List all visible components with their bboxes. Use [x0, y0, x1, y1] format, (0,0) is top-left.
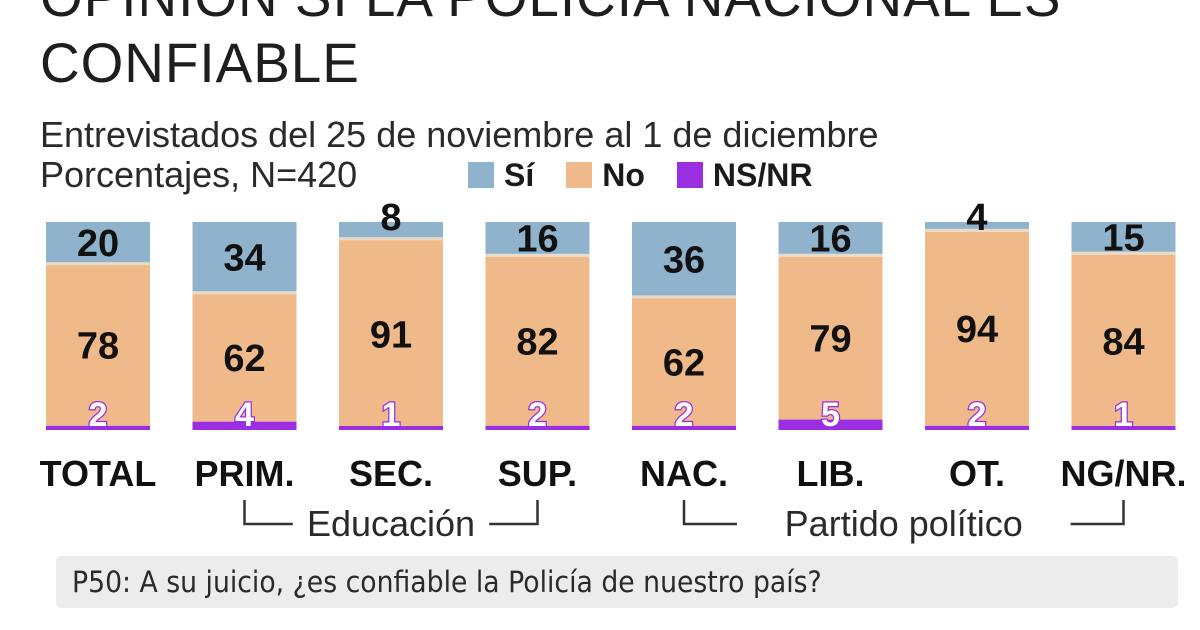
bar-nsnr-sec	[339, 426, 443, 430]
bar-nsnr-ng-nr	[1071, 426, 1176, 430]
label-nsnr-lib: 5	[821, 396, 840, 434]
category-label-total: TOTAL	[40, 453, 157, 494]
bar-no-sec	[339, 240, 443, 428]
label-nsnr-sec: 1	[382, 396, 401, 434]
label-si-total: 20	[77, 223, 119, 265]
bar-separator-sup	[485, 253, 590, 257]
category-label-lib: LIB.	[797, 453, 865, 494]
question-box	[56, 556, 1178, 608]
label-no-sup: 82	[516, 322, 558, 364]
legend: Sí No NS/NR	[468, 156, 812, 194]
bar-no-ng-nr	[1071, 254, 1176, 428]
legend-swatch-no	[566, 162, 593, 188]
category-label-sup: SUP.	[498, 453, 577, 494]
bar-si-sup	[485, 222, 590, 256]
bar-separator-ng-nr	[1071, 251, 1176, 255]
chart-subtitle: Entrevistados del 25 de noviembre al 1 d…	[40, 114, 879, 155]
bar-nsnr-total	[46, 425, 150, 430]
legend-label-no: No	[602, 156, 645, 193]
group-bracket-right-partido-pol-tico	[1070, 500, 1125, 526]
bar-si-total	[46, 222, 150, 264]
bar-separator-total	[46, 262, 150, 266]
bar-no-total	[46, 265, 150, 426]
bar-si-nac	[632, 222, 736, 297]
legend-label-nsnr: NS/NR	[712, 156, 813, 193]
legend-swatch-nsnr	[676, 162, 703, 188]
legend-swatch-si	[468, 162, 494, 188]
label-si-ng-nr: 15	[1102, 218, 1144, 260]
bar-separator-lib	[778, 253, 883, 257]
label-nsnr-total: 2	[89, 396, 108, 434]
group-label-partido-pol-tico: Partido político	[785, 503, 1023, 544]
legend-item-no: No	[566, 157, 645, 194]
label-si-ot: 4	[966, 197, 987, 239]
bar-no-lib	[778, 256, 883, 420]
label-si-sec: 8	[380, 197, 401, 239]
label-nsnr-prim: 4	[235, 396, 254, 434]
bar-separator-prim	[192, 291, 297, 295]
label-si-sup: 16	[516, 219, 558, 261]
category-label-nac: NAC.	[640, 453, 728, 494]
category-label-ot: OT.	[949, 453, 1005, 494]
bar-nsnr-prim	[192, 421, 297, 430]
label-no-total: 78	[77, 326, 119, 368]
group-label-educaci-n: Educación	[307, 503, 475, 544]
category-label-prim: PRIM.	[194, 453, 294, 494]
bar-separator-sec	[339, 237, 443, 241]
label-si-nac: 36	[663, 239, 705, 281]
label-nsnr-sup: 2	[528, 396, 547, 434]
bar-no-ot	[925, 231, 1029, 426]
bar-si-ng-nr	[1071, 222, 1176, 254]
bar-si-ot	[925, 222, 1029, 231]
bar-si-prim	[192, 222, 297, 293]
bar-nsnr-ot	[925, 425, 1029, 430]
label-si-lib: 16	[809, 219, 851, 261]
label-nsnr-ng-nr: 1	[1114, 396, 1133, 434]
group-bracket-left-educaci-n	[243, 500, 293, 526]
label-nsnr-ot: 2	[968, 396, 987, 434]
label-no-ot: 94	[956, 309, 998, 351]
label-si-prim: 34	[223, 237, 265, 279]
bar-si-sec	[339, 222, 443, 239]
units-label: Porcentajes, N=420	[40, 154, 358, 195]
label-no-sec: 91	[370, 314, 412, 356]
label-no-lib: 79	[809, 318, 851, 360]
bar-nsnr-sup	[485, 425, 590, 430]
bar-no-nac	[632, 298, 736, 426]
bar-no-prim	[192, 294, 297, 422]
survey-question: P50: A su juicio, ¿es confiable la Polic…	[72, 565, 822, 599]
category-label-sec: SEC.	[349, 453, 433, 494]
bar-nsnr-lib	[778, 419, 883, 430]
group-bracket-right-educaci-n	[489, 500, 539, 526]
bar-no-sup	[485, 256, 590, 426]
category-label-ng-nr: NG/NR.	[1061, 453, 1187, 494]
bar-separator-ot	[925, 228, 1029, 232]
label-nsnr-nac: 2	[675, 396, 694, 434]
bar-nsnr-nac	[632, 425, 736, 430]
group-bracket-left-partido-pol-tico	[682, 500, 737, 526]
legend-item-nsnr: NS/NR	[676, 156, 813, 194]
legend-item-si: Sí	[468, 157, 534, 194]
label-no-prim: 62	[223, 338, 265, 380]
bar-separator-nac	[632, 295, 736, 299]
legend-label-si: Sí	[504, 156, 535, 193]
chart-title: OPINIÓN SI LA POLICÍA NACIONAL ES CONFIA…	[40, 0, 1061, 94]
label-no-nac: 62	[663, 342, 705, 384]
label-no-ng-nr: 84	[1102, 322, 1144, 364]
bar-si-lib	[778, 222, 883, 256]
